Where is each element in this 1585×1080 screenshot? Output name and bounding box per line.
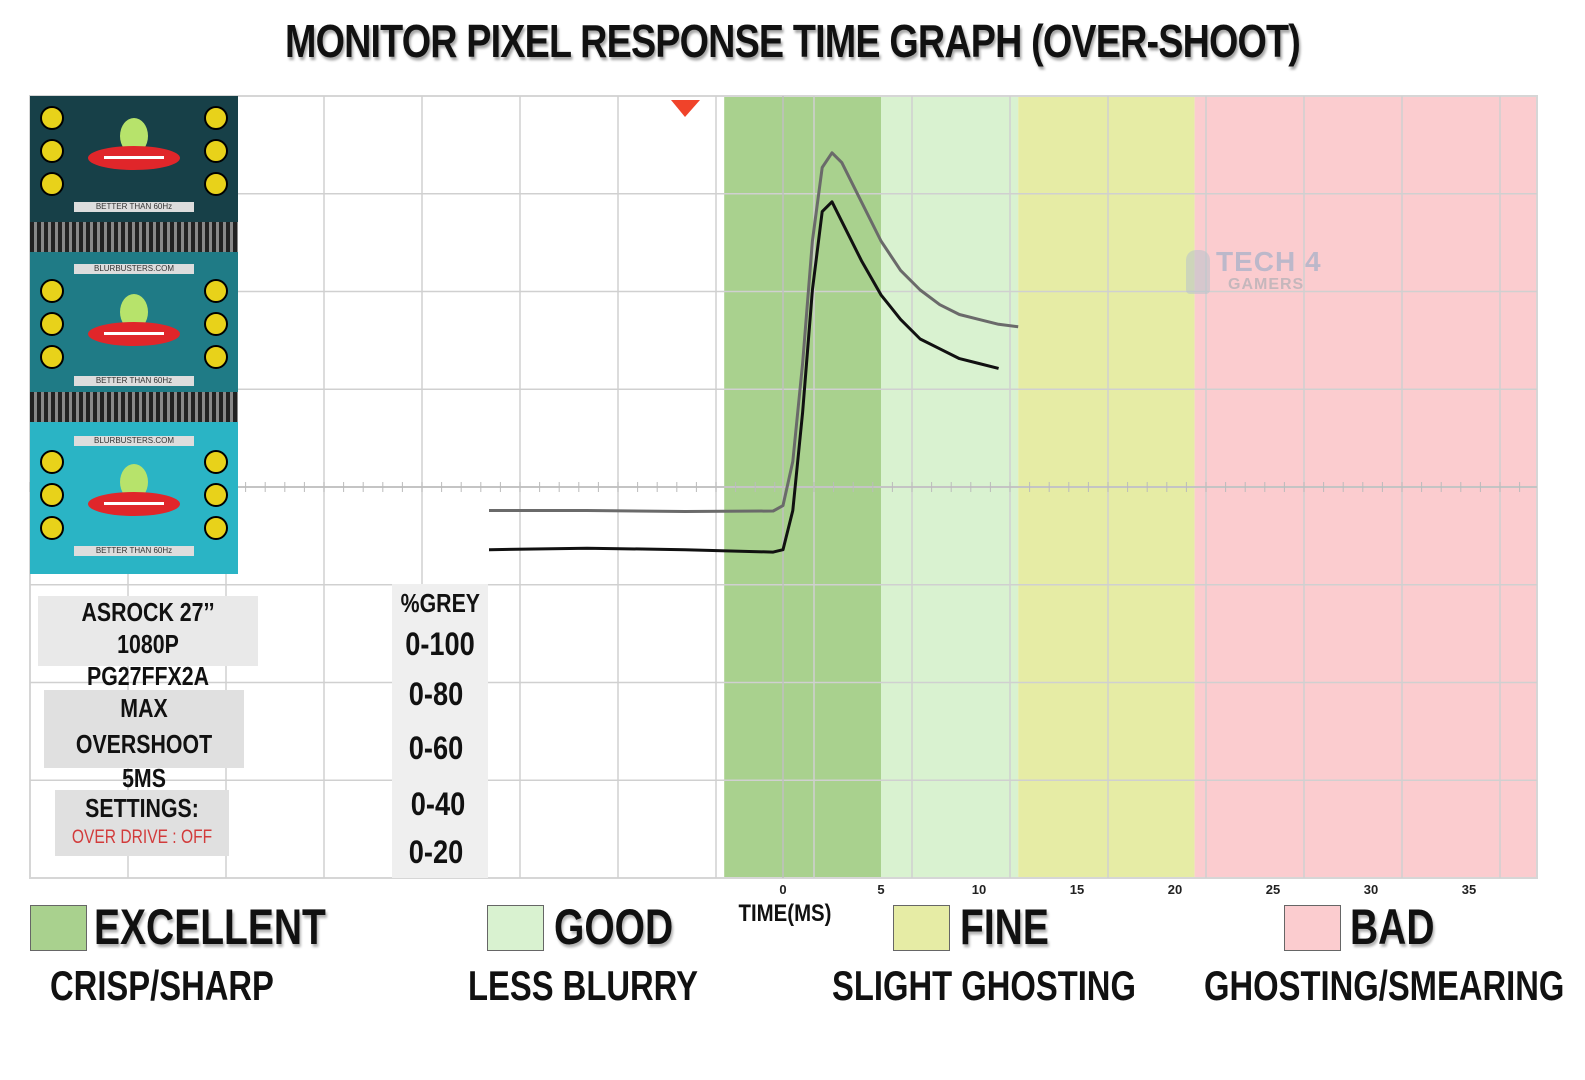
x-tick-label: 5 — [877, 882, 884, 897]
marker-triangle-icon — [671, 100, 700, 117]
thumbnail-caption-bottom: BETTER THAN 60Hz — [74, 202, 194, 212]
legend-label-good: GOOD — [554, 899, 674, 955]
legend-swatch-good — [487, 905, 544, 951]
ufo-test-thumbnail: BETTER THAN 60Hz BLURBUSTERS.COM BETTER … — [30, 96, 238, 574]
series-line-1 — [489, 151, 1019, 513]
settings-label: SETTINGS: — [85, 793, 199, 823]
thumbnail-caption-bottom: BETTER THAN 60Hz — [74, 376, 194, 386]
x-axis-ticks: 0 5 10 15 20 25 30 35 — [779, 882, 1476, 897]
x-tick-label: 20 — [1168, 882, 1182, 897]
watermark-line2: GAMERS — [1228, 276, 1305, 293]
legend-desc-bad: GHOSTING/SMEARING — [1204, 962, 1565, 1009]
thumbnail-caption-top: BLURBUSTERS.COM — [74, 264, 194, 274]
data-series — [488, 151, 1019, 554]
ufo-icons — [40, 106, 228, 540]
thumbnail-caption-top: BLURBUSTERS.COM — [74, 436, 194, 446]
chart-title: MONITOR PIXEL RESPONSE TIME GRAPH (OVER-… — [284, 15, 1301, 67]
y-tick-label: 0-80 — [408, 676, 464, 712]
y-tick-label: 0-100 — [405, 626, 475, 662]
tech4gamers-watermark: TECH 4 GAMERS — [1186, 246, 1336, 296]
x-tick-label: 30 — [1364, 882, 1378, 897]
ufo-icon — [88, 118, 180, 170]
thumbnail-caption-bottom: BETTER THAN 60Hz — [74, 546, 194, 556]
y-tick-label: 0-60 — [408, 730, 464, 766]
y-tick-label: 0-20 — [408, 834, 464, 870]
legend-label-bad: BAD — [1350, 899, 1435, 955]
settings-value: OVER DRIVE : OFF — [71, 827, 213, 848]
legend-label-fine: FINE — [960, 899, 1049, 955]
monitor-model-box: ASROCK 27’’ 1080P PG27FFX2A 500HZ — [38, 596, 258, 723]
max-overshoot-label: MAX OVERSHOOT — [75, 693, 213, 759]
x-tick-label: 35 — [1462, 882, 1476, 897]
x-tick-label: 0 — [779, 882, 786, 897]
series-line-2 — [488, 200, 999, 554]
y-axis-label-panel — [392, 584, 488, 878]
legend-label-excellent: EXCELLENT — [94, 899, 326, 955]
robot-logo-icon — [1186, 250, 1210, 294]
legend-desc-fine: SLIGHT GHOSTING — [832, 962, 1136, 1009]
monitor-model-line1: ASROCK 27’’ 1080P — [81, 597, 215, 659]
legend-desc-good: LESS BLURRY — [468, 962, 698, 1009]
ufo-icon — [88, 464, 180, 516]
legend-swatch-fine — [893, 905, 950, 951]
ufo-icon — [88, 294, 180, 346]
settings-box: SETTINGS: OVER DRIVE : OFF — [55, 790, 229, 856]
film-strip — [30, 222, 238, 252]
x-tick-label: 15 — [1070, 882, 1084, 897]
legend-swatch-bad — [1284, 905, 1341, 951]
legend-swatch-excellent — [30, 905, 87, 951]
film-strip — [30, 392, 238, 422]
x-tick-label: 25 — [1266, 882, 1280, 897]
y-tick-label: 0-40 — [410, 786, 466, 822]
max-overshoot-box: MAX OVERSHOOT 5MS — [44, 690, 244, 793]
y-axis-header: %GREY — [400, 588, 481, 618]
x-axis-title: TIME(MS) — [738, 900, 832, 927]
legend-desc-excellent: CRISP/SHARP — [50, 962, 274, 1009]
x-tick-label: 10 — [972, 882, 986, 897]
watermark-line1: TECH 4 — [1216, 246, 1322, 277]
max-overshoot-value: 5MS — [122, 763, 166, 793]
